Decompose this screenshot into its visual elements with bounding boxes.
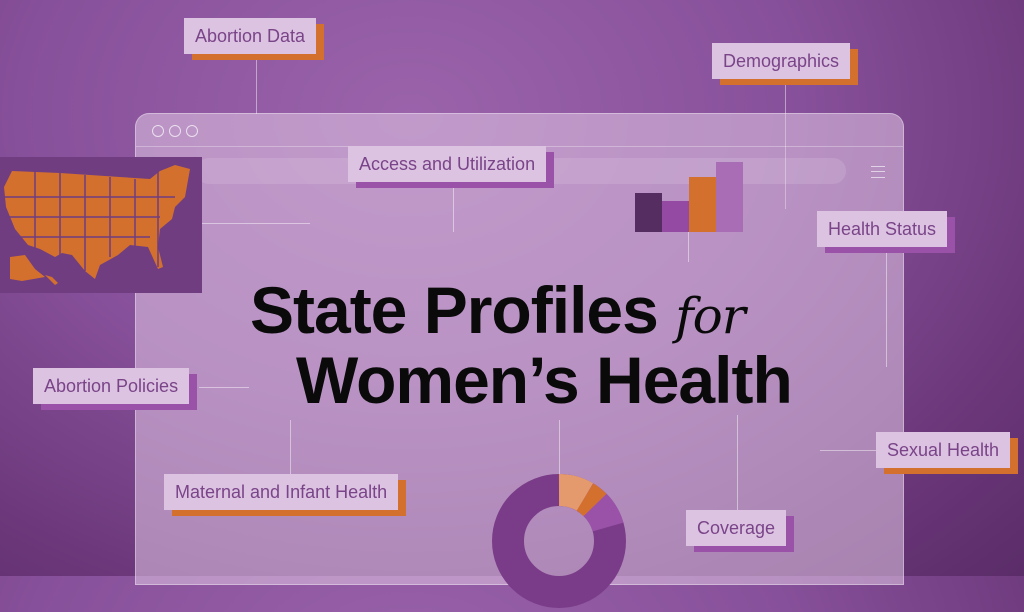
bar (662, 201, 689, 232)
bar (716, 162, 743, 232)
label-demographics[interactable]: Demographics (712, 43, 851, 79)
label-sexual-health[interactable]: Sexual Health (876, 432, 1011, 468)
us-map-icon (4, 165, 190, 285)
bar (689, 177, 716, 232)
label-access-utilization[interactable]: Access and Utilization (348, 146, 547, 182)
label-abortion-data[interactable]: Abortion Data (184, 18, 317, 54)
window-dot-icon (186, 125, 198, 137)
label-coverage[interactable]: Coverage (686, 510, 787, 546)
hamburger-menu-icon (871, 166, 885, 178)
page-title: State Profiles for (250, 272, 746, 348)
window-dot-icon (169, 125, 181, 137)
window-dot-icon (152, 125, 164, 137)
title-line1: State Profiles (250, 273, 659, 347)
title-line2: Women’s Health (296, 343, 793, 417)
us-map-panel (0, 157, 202, 293)
label-abortion-policies[interactable]: Abortion Policies (33, 368, 190, 404)
donut-chart-icon (492, 474, 626, 608)
label-health-status[interactable]: Health Status (817, 211, 948, 247)
title-for: for (675, 287, 746, 345)
label-maternal-infant-health[interactable]: Maternal and Infant Health (164, 474, 399, 510)
bar (635, 193, 662, 232)
